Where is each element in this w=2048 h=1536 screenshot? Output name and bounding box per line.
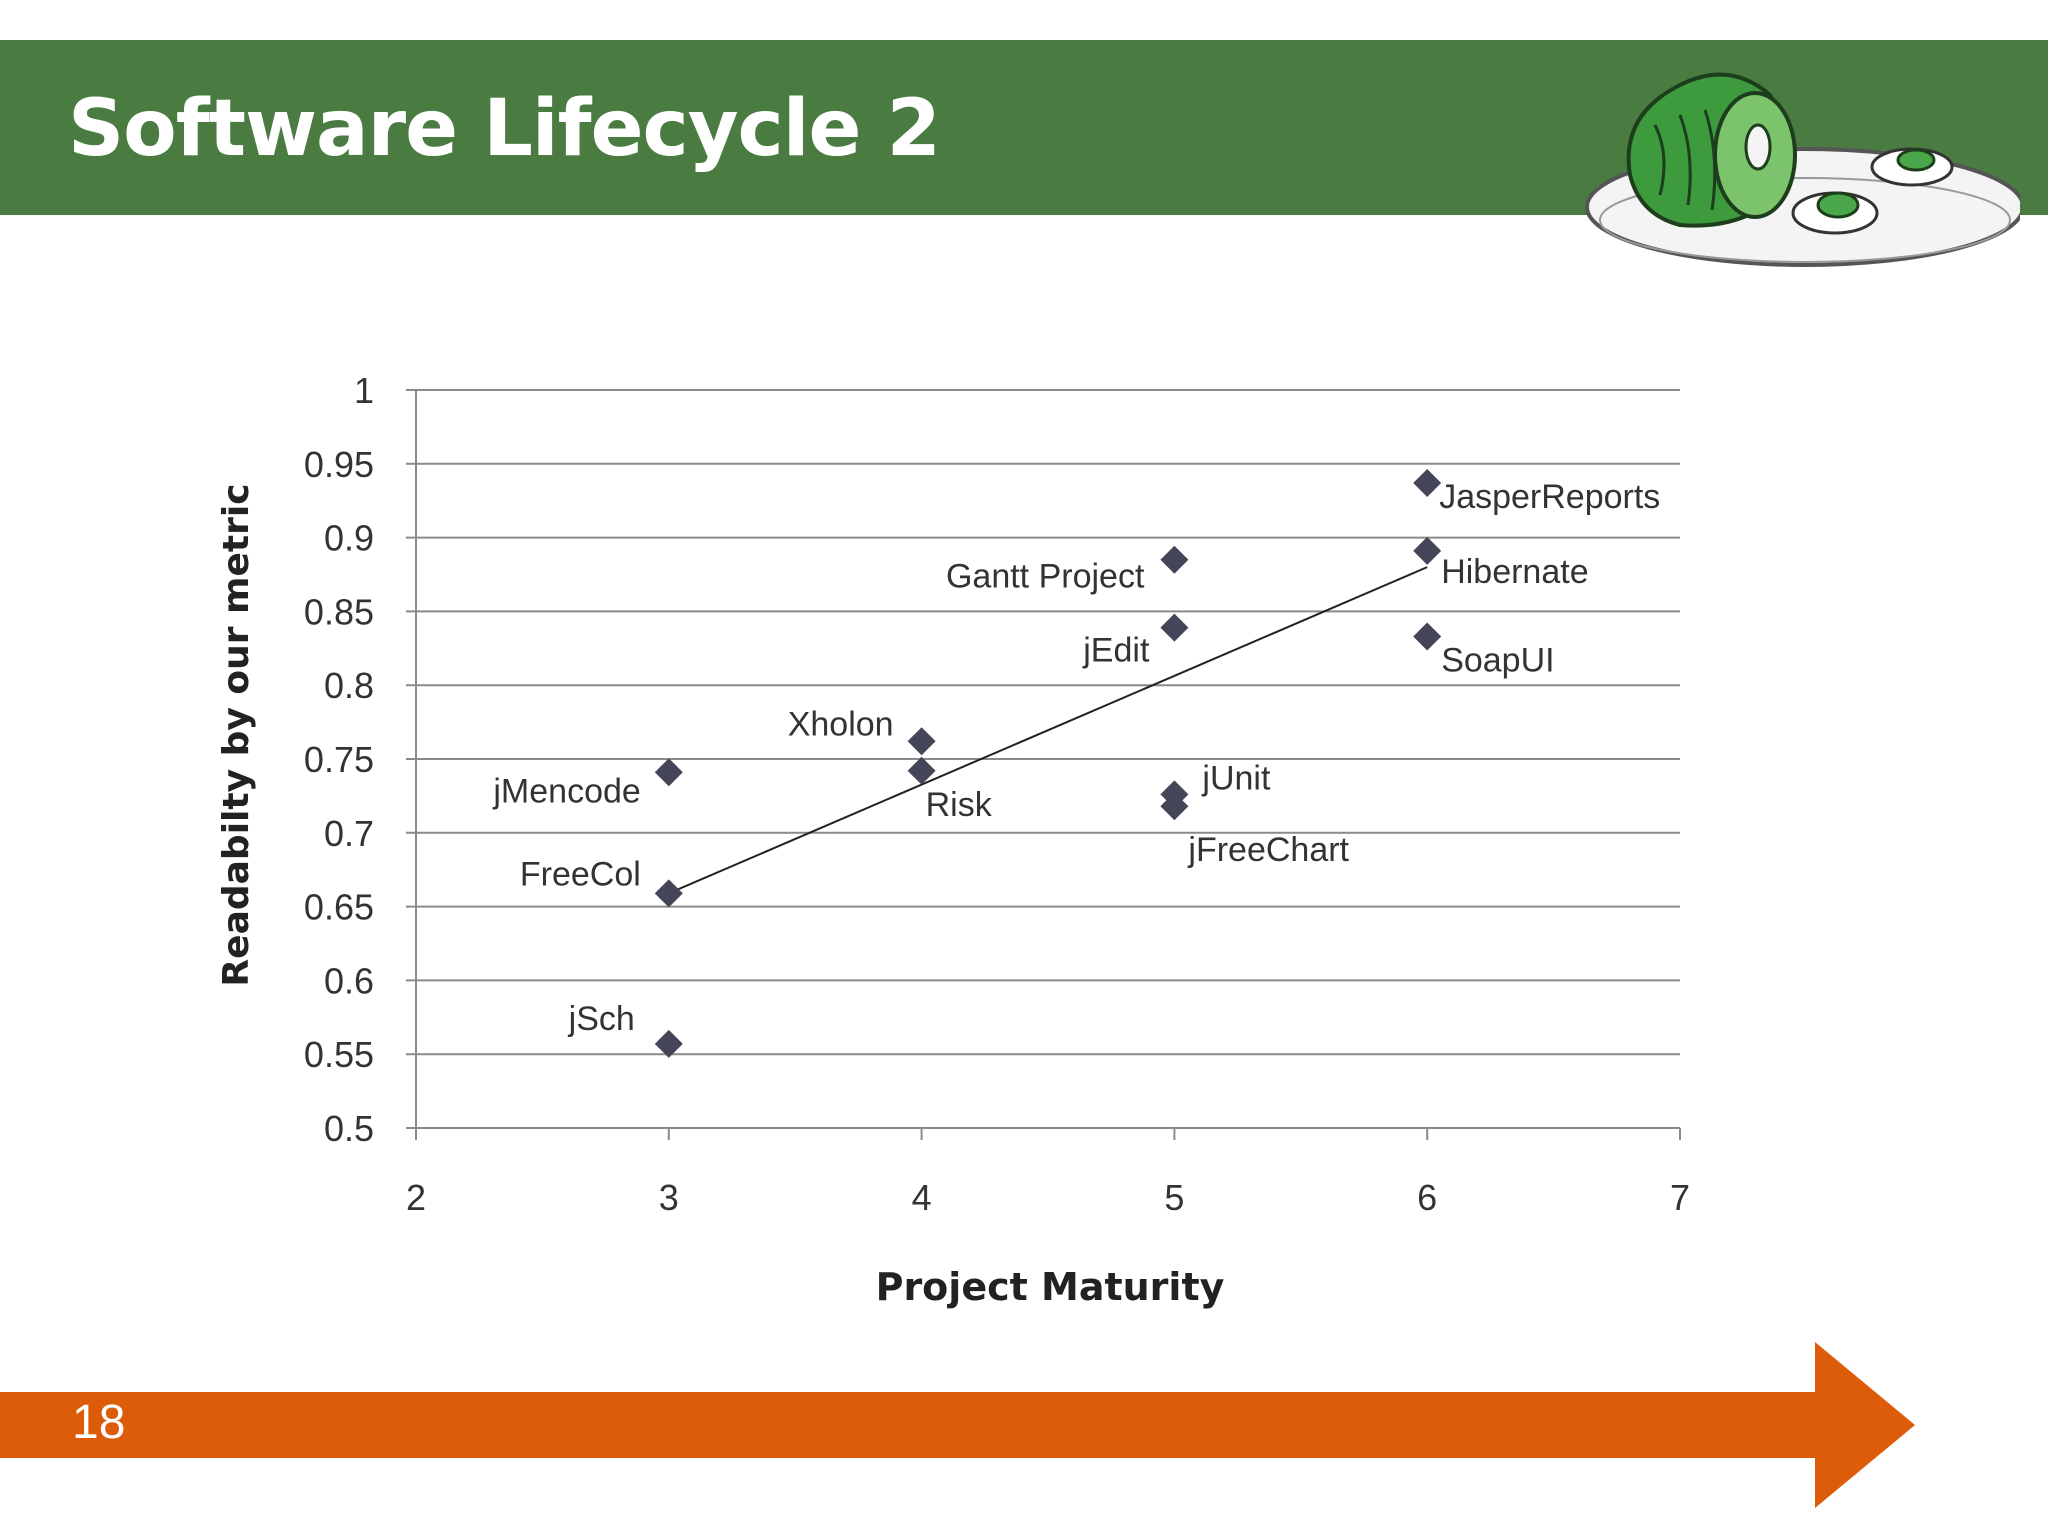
x-tick-label: 5 [1164, 1177, 1184, 1218]
data-point [654, 1029, 683, 1058]
data-point-label: FreeCol [520, 855, 641, 893]
x-tick-label: 6 [1417, 1177, 1437, 1218]
data-point-label: jSch [568, 1000, 635, 1038]
y-tick-label: 0.65 [304, 887, 374, 928]
page-number: 18 [72, 1396, 126, 1449]
data-point-label: Hibernate [1441, 553, 1588, 591]
y-tick-labels: 0.5 0.55 0.6 0.65 0.7 0.75 0.8 0.85 0.9 0.95 1 [304, 370, 374, 1149]
x-tick-label: 2 [406, 1177, 426, 1218]
axes [415, 390, 1681, 1140]
data-point-label: jEdit [1082, 632, 1150, 670]
x-tick-label: 3 [659, 1177, 679, 1218]
y-tick-label: 0.5 [324, 1108, 374, 1149]
data-point [1160, 545, 1189, 574]
data-point [654, 758, 683, 787]
y-tick-label: 0.6 [324, 960, 374, 1001]
data-point-label: jFreeChart [1187, 831, 1349, 869]
y-tick-label: 0.75 [304, 739, 374, 780]
data-point-label: Risk [926, 786, 993, 824]
data-point [907, 756, 936, 785]
data-point [907, 727, 936, 756]
data-point [1160, 613, 1189, 642]
x-tick-labels: 2 3 4 5 6 7 [406, 1177, 1690, 1218]
grid-lines [406, 389, 1680, 1129]
data-point-label: jUnit [1201, 759, 1271, 797]
y-tick-label: 0.95 [304, 444, 374, 485]
data-point-label: Gantt Project [946, 558, 1145, 596]
data-point-label: jMencode [492, 772, 640, 810]
data-points [654, 468, 1442, 1058]
data-point [1160, 792, 1189, 821]
x-axis-title: Project Maturity [876, 1265, 1225, 1309]
y-tick-label: 0.8 [324, 665, 374, 706]
data-point [654, 879, 683, 908]
y-tick-label: 0.55 [304, 1034, 374, 1075]
y-tick-label: 1 [354, 370, 374, 411]
x-tick-label: 4 [912, 1177, 932, 1218]
data-point-label: JasperReports [1439, 478, 1660, 516]
slide-title: Software Lifecycle 2 [68, 84, 941, 174]
footer-arrow [0, 1342, 1915, 1508]
data-point [1413, 622, 1442, 651]
y-tick-label: 0.9 [324, 518, 374, 559]
data-point-label: Xholon [788, 705, 894, 743]
data-point [1413, 468, 1442, 497]
y-tick-label: 0.7 [324, 813, 374, 854]
data-point-label: SoapUI [1441, 641, 1554, 679]
green-eggs-and-ham-plate-icon [1585, 72, 2020, 267]
trendline-segment [668, 566, 1428, 895]
data-point [1413, 536, 1442, 565]
y-axis-title: Readabilty by our metric [216, 483, 257, 986]
point-labels: JasperReports Hibernate SoapUI Gantt Projec… [492, 478, 1660, 1038]
x-tick-label: 7 [1670, 1177, 1690, 1218]
y-tick-label: 0.85 [304, 591, 374, 632]
trendline [668, 566, 1428, 895]
